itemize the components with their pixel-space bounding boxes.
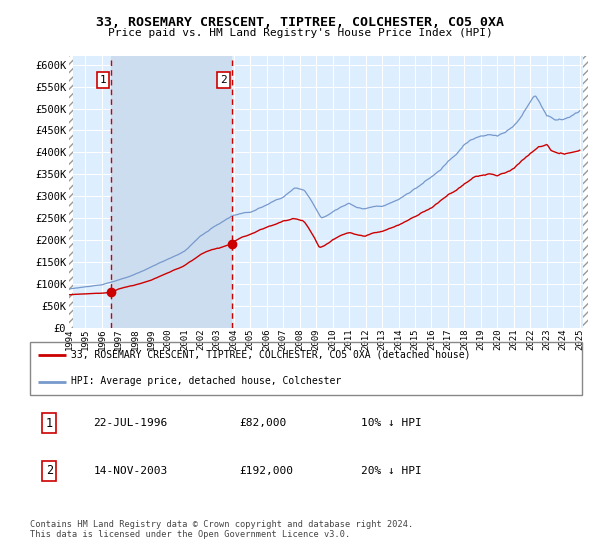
- Text: 1: 1: [100, 75, 106, 85]
- Text: £192,000: £192,000: [240, 466, 294, 476]
- Text: 2: 2: [220, 75, 227, 85]
- Text: 1: 1: [46, 417, 53, 430]
- Bar: [111, 56, 232, 328]
- Text: 33, ROSEMARY CRESCENT, TIPTREE, COLCHESTER, CO5 0XA (detached house): 33, ROSEMARY CRESCENT, TIPTREE, COLCHEST…: [71, 350, 471, 360]
- Text: £82,000: £82,000: [240, 418, 287, 428]
- Text: HPI: Average price, detached house, Colchester: HPI: Average price, detached house, Colc…: [71, 376, 341, 386]
- Text: Price paid vs. HM Land Registry's House Price Index (HPI): Price paid vs. HM Land Registry's House …: [107, 28, 493, 38]
- Text: Contains HM Land Registry data © Crown copyright and database right 2024.
This d: Contains HM Land Registry data © Crown c…: [30, 520, 413, 539]
- Text: 33, ROSEMARY CRESCENT, TIPTREE, COLCHESTER, CO5 0XA: 33, ROSEMARY CRESCENT, TIPTREE, COLCHEST…: [96, 16, 504, 29]
- Text: 20% ↓ HPI: 20% ↓ HPI: [361, 466, 422, 476]
- Bar: [583, 56, 599, 328]
- Text: 2: 2: [46, 464, 53, 477]
- Bar: [69, 56, 73, 328]
- Text: 14-NOV-2003: 14-NOV-2003: [94, 466, 168, 476]
- Text: 10% ↓ HPI: 10% ↓ HPI: [361, 418, 422, 428]
- Text: 22-JUL-1996: 22-JUL-1996: [94, 418, 168, 428]
